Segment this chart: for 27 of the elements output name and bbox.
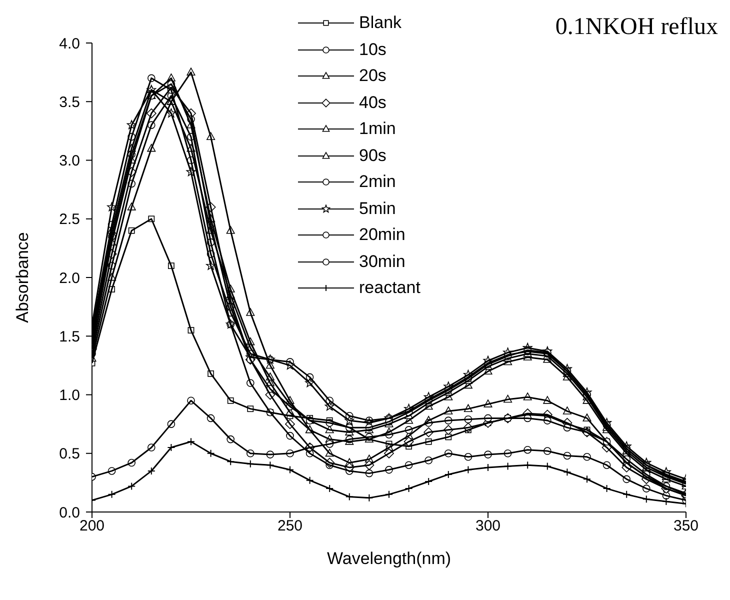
y-tick-label: 0.0 bbox=[59, 504, 80, 522]
y-tick-label: 2.5 bbox=[59, 211, 80, 228]
x-tick-label: 250 bbox=[277, 518, 303, 535]
x-axis-title: Wavelength(nm) bbox=[326, 549, 452, 568]
y-tick-label: 1.0 bbox=[59, 387, 80, 404]
legend-label: 40s bbox=[359, 92, 386, 114]
legend-label: 20s bbox=[359, 65, 386, 87]
y-tick-label: 2.0 bbox=[59, 270, 80, 287]
x-tick-label: 200 bbox=[79, 518, 105, 535]
legend-label: 30min bbox=[359, 250, 406, 272]
y-tick-label: 0.5 bbox=[59, 446, 80, 463]
legend-label: 90s bbox=[359, 144, 386, 166]
y-tick-label: 3.0 bbox=[59, 152, 80, 170]
legend-label: 1min bbox=[359, 118, 396, 140]
chart-title: 0.1NKOH reflux bbox=[555, 14, 718, 41]
x-tick-label: 300 bbox=[475, 518, 501, 535]
x-tick-label: 350 bbox=[673, 518, 699, 535]
y-tick-label: 1.5 bbox=[59, 328, 80, 346]
legend-label: 5min bbox=[359, 198, 396, 220]
y-tick-label: 3.5 bbox=[59, 94, 80, 111]
y-tick-label: 4.0 bbox=[59, 35, 80, 52]
legend-label: 10s bbox=[359, 38, 386, 60]
legend-label: reactant bbox=[359, 277, 420, 299]
y-axis-title: Absorbance bbox=[13, 232, 32, 323]
legend-label: 2min bbox=[359, 171, 396, 193]
legend-label: Blank bbox=[359, 12, 402, 34]
legend-label: 20min bbox=[359, 224, 406, 246]
